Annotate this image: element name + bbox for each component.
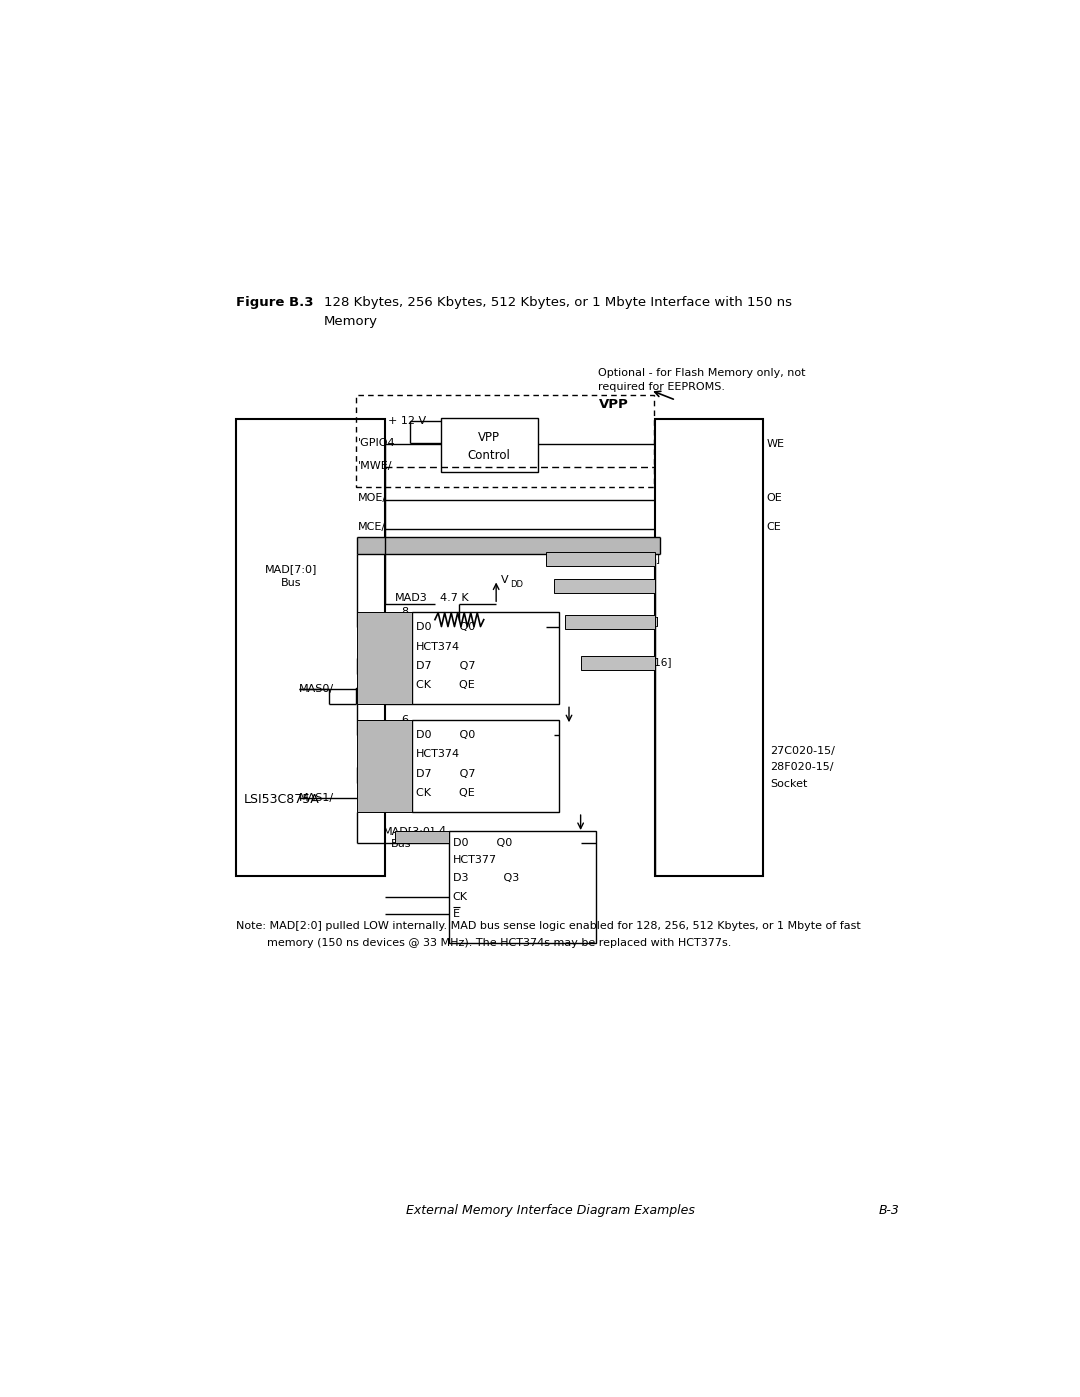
Text: 6: 6 <box>401 715 408 725</box>
Text: V: V <box>501 574 509 584</box>
Bar <box>565 615 656 629</box>
Text: 8: 8 <box>401 606 408 617</box>
Text: Socket: Socket <box>770 780 808 789</box>
Bar <box>411 719 559 812</box>
Text: LSI53C875A: LSI53C875A <box>243 792 320 806</box>
Text: + 12 V: + 12 V <box>389 416 427 426</box>
Text: CK        QE: CK QE <box>416 680 474 690</box>
Bar <box>357 538 660 555</box>
Text: MAD[7:0]: MAD[7:0] <box>266 564 318 574</box>
Text: HCT374: HCT374 <box>416 749 460 760</box>
Text: D3          Q3: D3 Q3 <box>453 873 519 883</box>
Text: HCT377: HCT377 <box>453 855 497 865</box>
Bar <box>581 655 656 669</box>
Text: 28F020-15/: 28F020-15/ <box>770 763 834 773</box>
Bar <box>394 831 449 842</box>
Bar <box>449 831 596 943</box>
Bar <box>411 612 559 704</box>
Text: CE: CE <box>767 522 781 532</box>
Bar <box>356 395 654 488</box>
Text: 128 Kbytes, 256 Kbytes, 512 Kbytes, or 1 Mbyte Interface with 150 ns: 128 Kbytes, 256 Kbytes, 512 Kbytes, or 1… <box>324 296 792 309</box>
Text: Control: Control <box>468 448 511 462</box>
Text: 27C020-15/: 27C020-15/ <box>770 746 835 756</box>
Bar <box>357 719 411 812</box>
Text: MAD[3:0]: MAD[3:0] <box>383 826 435 835</box>
Text: Optional - for Flash Memory only, not: Optional - for Flash Memory only, not <box>598 369 806 379</box>
Text: DD: DD <box>510 581 523 590</box>
Text: D0        Q0: D0 Q0 <box>453 838 512 848</box>
Text: D0        Q0: D0 Q0 <box>416 731 475 740</box>
Text: 4: 4 <box>438 827 445 837</box>
Text: A[15:8]: A[15:8] <box>621 616 660 626</box>
Text: memory (150 ns devices @ 33 MHz). The HCT374s may be replaced with HCT377s.: memory (150 ns devices @ 33 MHz). The HC… <box>267 937 731 949</box>
Bar <box>441 418 538 472</box>
Bar <box>656 419 762 876</box>
Text: A[7:0]: A[7:0] <box>616 580 648 590</box>
Bar <box>357 612 411 704</box>
Text: Note: MAD[2:0] pulled LOW internally. MAD bus sense logic enabled for 128, 256, : Note: MAD[2:0] pulled LOW internally. MA… <box>235 921 861 930</box>
Text: B-3: B-3 <box>879 1204 900 1218</box>
Text: WE: WE <box>767 439 785 448</box>
Text: MOE/: MOE/ <box>357 493 387 503</box>
Text: MAD3: MAD3 <box>394 594 428 604</box>
Text: D7        Q7: D7 Q7 <box>416 661 475 671</box>
Text: 'GPIO4: 'GPIO4 <box>357 437 395 447</box>
Text: 4.7 K: 4.7 K <box>440 594 469 604</box>
Text: D7        Q7: D7 Q7 <box>416 768 475 778</box>
Text: 'MWE/: 'MWE/ <box>357 461 392 471</box>
Text: CK        QE: CK QE <box>416 788 474 798</box>
Bar <box>235 419 386 876</box>
Text: MCE/: MCE/ <box>357 522 386 532</box>
Text: VPP: VPP <box>478 430 500 444</box>
Text: External Memory Interface Diagram Examples: External Memory Interface Diagram Exampl… <box>406 1204 696 1218</box>
Bar <box>554 578 656 592</box>
Text: CK: CK <box>453 891 468 902</box>
Text: HCT374: HCT374 <box>416 641 460 651</box>
Text: VPP: VPP <box>598 398 629 411</box>
Text: D0        Q0: D0 Q0 <box>416 622 475 633</box>
Text: A[19:16]: A[19:16] <box>627 657 673 666</box>
Text: Memory: Memory <box>324 316 378 328</box>
Text: MAS0/: MAS0/ <box>299 685 335 694</box>
Text: Bus: Bus <box>391 840 411 849</box>
Bar <box>545 552 656 566</box>
Text: D[7:0]: D[7:0] <box>627 553 660 563</box>
Text: Bus: Bus <box>281 578 301 588</box>
Text: E: E <box>453 909 460 919</box>
Text: MAS1/: MAS1/ <box>299 793 335 803</box>
Text: Figure B.3: Figure B.3 <box>235 296 313 309</box>
Text: OE: OE <box>767 493 782 503</box>
Text: required for EEPROMS.: required for EEPROMS. <box>598 383 726 393</box>
